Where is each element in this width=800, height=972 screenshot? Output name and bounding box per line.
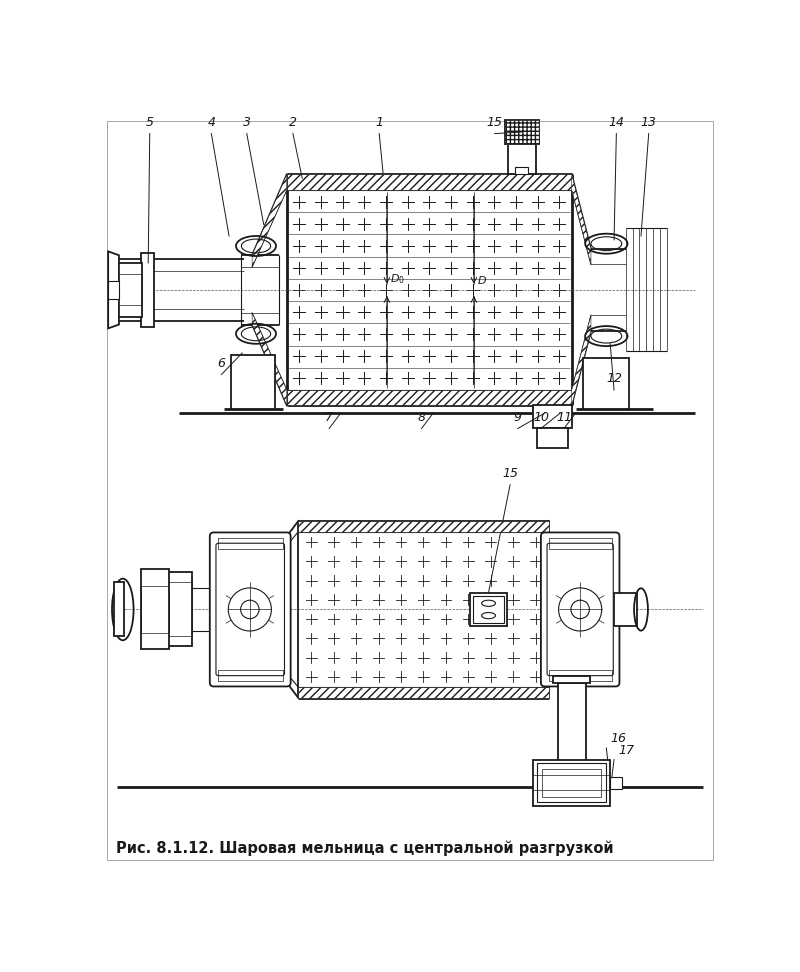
- Text: 7: 7: [325, 411, 333, 424]
- Bar: [141, 253, 154, 327]
- Polygon shape: [572, 174, 591, 264]
- Bar: [515, 166, 528, 174]
- Bar: [114, 582, 124, 637]
- Text: 15: 15: [502, 468, 518, 480]
- Text: 2: 2: [289, 116, 297, 129]
- Bar: [549, 538, 612, 549]
- Bar: [298, 521, 549, 698]
- FancyBboxPatch shape: [216, 543, 285, 676]
- Bar: [558, 682, 586, 767]
- Polygon shape: [108, 252, 119, 329]
- Bar: [473, 596, 504, 623]
- Bar: [583, 358, 630, 409]
- Bar: [554, 677, 590, 682]
- Bar: [610, 777, 622, 789]
- Bar: [537, 429, 568, 448]
- Text: 9: 9: [514, 411, 522, 424]
- Bar: [534, 405, 572, 429]
- FancyBboxPatch shape: [547, 543, 614, 676]
- Polygon shape: [572, 315, 591, 405]
- Bar: [167, 573, 192, 646]
- Text: Рис. 8.1.12. Шаровая мельница с центральной разгрузкой: Рис. 8.1.12. Шаровая мельница с централь…: [116, 841, 614, 856]
- Bar: [218, 538, 283, 549]
- Bar: [287, 174, 572, 190]
- Bar: [508, 144, 535, 174]
- Bar: [108, 281, 119, 299]
- Bar: [470, 593, 507, 626]
- Bar: [614, 593, 637, 626]
- Bar: [298, 687, 549, 698]
- Bar: [218, 670, 283, 681]
- FancyBboxPatch shape: [541, 533, 619, 686]
- Polygon shape: [252, 174, 287, 266]
- Bar: [542, 769, 601, 796]
- Text: 10: 10: [533, 411, 549, 424]
- Bar: [537, 763, 606, 802]
- Text: 13: 13: [641, 116, 657, 129]
- Text: 17: 17: [618, 744, 634, 756]
- Bar: [505, 121, 538, 144]
- Text: 5: 5: [146, 116, 154, 129]
- Bar: [141, 570, 169, 649]
- Bar: [505, 121, 538, 144]
- Text: 8: 8: [418, 411, 426, 424]
- Bar: [118, 274, 142, 305]
- Text: $D_0$: $D_0$: [390, 272, 405, 286]
- Bar: [298, 521, 549, 532]
- Text: 16: 16: [610, 732, 626, 745]
- Text: 12: 12: [606, 372, 622, 385]
- Text: 15: 15: [486, 116, 502, 129]
- Bar: [141, 586, 169, 633]
- Bar: [118, 263, 142, 317]
- FancyBboxPatch shape: [210, 533, 290, 686]
- Text: 6: 6: [218, 357, 226, 370]
- Text: 4: 4: [207, 116, 215, 129]
- Bar: [287, 174, 572, 405]
- Bar: [231, 356, 275, 409]
- Text: 3: 3: [242, 116, 250, 129]
- Text: 11: 11: [556, 411, 572, 424]
- Bar: [549, 670, 612, 681]
- Bar: [287, 390, 572, 405]
- Text: 14: 14: [608, 116, 624, 129]
- Text: $D$: $D$: [477, 274, 487, 286]
- Polygon shape: [252, 313, 287, 405]
- Bar: [534, 759, 610, 806]
- Text: 1: 1: [375, 116, 383, 129]
- Bar: [167, 582, 192, 637]
